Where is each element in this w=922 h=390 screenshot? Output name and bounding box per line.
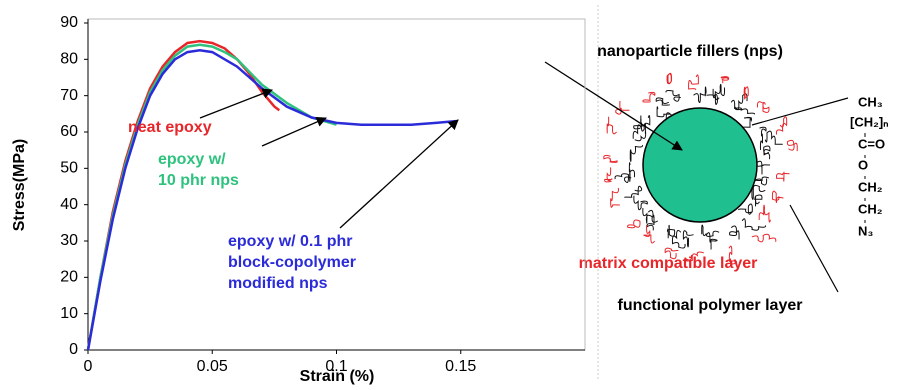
polymer-chain (741, 218, 767, 231)
annotation: 10 phr nps (158, 172, 239, 189)
polymer-chain (763, 145, 771, 160)
polymer-chain (754, 194, 763, 207)
x-axis-label: Strain (%) (300, 368, 375, 385)
polymer-chain (759, 126, 767, 150)
x-tick-label: 0.15 (445, 358, 476, 375)
polymer-chain (629, 144, 643, 162)
polymer-chain (684, 251, 705, 262)
polymer-chain (671, 229, 686, 249)
polymer-chain (614, 173, 632, 183)
polymer-chain (729, 225, 740, 240)
annotation: modified nps (228, 275, 328, 292)
polymer-chain (754, 176, 769, 186)
polymer-chain (610, 187, 620, 208)
polymer-chain (632, 124, 642, 139)
diagram-label: matrix compatible layer (579, 255, 758, 272)
polymer-chain (751, 233, 777, 243)
y-tick-label: 90 (60, 14, 78, 31)
arrow (199, 88, 273, 119)
x-tick-label: 0.1 (325, 358, 347, 375)
y-axis-label: Stress(MPa) (11, 139, 28, 231)
polymer-chain (743, 86, 749, 100)
polymer-chain (701, 224, 720, 237)
polymer-chain (628, 162, 636, 182)
polymer-chain (634, 118, 647, 142)
polymer-chain (646, 209, 655, 231)
polymer-chain (706, 88, 718, 105)
polymer-chain (714, 83, 726, 101)
connector (751, 97, 849, 126)
polymer-chain (688, 74, 699, 91)
polymer-chain (742, 116, 753, 129)
polymer-chain (730, 99, 756, 115)
formula-line: N₃ (858, 223, 873, 238)
nanoparticle (642, 107, 758, 223)
polymer-chain (633, 195, 648, 211)
polymer-chain (604, 167, 613, 183)
polymer-chain (603, 154, 618, 163)
formula-line: C=O (858, 136, 885, 151)
y-tick-label: 0 (69, 341, 78, 358)
polymer-chain (666, 72, 673, 85)
polymer-chain (664, 247, 679, 260)
annotation: epoxy w/ (158, 151, 226, 168)
polymer-chain (624, 185, 643, 198)
polymer-chain (775, 116, 788, 135)
arrow (544, 61, 683, 151)
connector (789, 204, 839, 293)
polymer-chain (706, 232, 718, 250)
formula-line: CH₃ (858, 94, 883, 109)
y-tick-label: 30 (60, 232, 78, 249)
polymer-chain (764, 130, 783, 145)
y-tick-label: 50 (60, 160, 78, 177)
polymer-chain (682, 230, 694, 248)
formula-line: CH₂ (858, 179, 883, 194)
formula-line: [CH₂]ₙ (850, 114, 888, 129)
y-tick-label: 70 (60, 87, 78, 104)
polymer-chain (775, 171, 790, 182)
polymer-chain (758, 204, 771, 223)
diagram-label: functional polymer layer (618, 297, 803, 314)
formula-line: O (858, 157, 868, 172)
polymer-chain (771, 190, 784, 203)
polymer-chain (738, 203, 753, 215)
x-tick-label: 0 (84, 358, 93, 375)
formula-line: CH₂ (858, 201, 883, 216)
polymer-chain (751, 184, 766, 200)
y-tick-label: 40 (60, 196, 78, 213)
diagram-label: nanoparticle fillers (nps) (597, 43, 783, 60)
x-tick-label: 0.05 (197, 358, 228, 375)
polymer-chain (720, 76, 730, 84)
y-tick-label: 60 (60, 123, 78, 140)
polymer-chain (786, 139, 798, 152)
diagram: nanoparticle fillers (nps) matrix compat… (544, 43, 888, 314)
polymer-chain (656, 106, 672, 120)
series-line (86, 49, 456, 351)
y-tick-label: 20 (60, 269, 78, 286)
annotation: epoxy w/ 0.1 phr (228, 233, 352, 250)
polymer-chain (643, 224, 656, 244)
arrow (261, 116, 327, 147)
polymer-chain (655, 97, 670, 106)
y-tick-label: 80 (60, 51, 78, 68)
polymer-chain (755, 160, 771, 175)
series-line (86, 43, 337, 351)
polymer-chain (642, 91, 656, 103)
polymer-chain (642, 208, 659, 224)
polymer-chain (640, 115, 651, 132)
polymer-chain (728, 245, 738, 265)
polymer-chain (666, 224, 676, 239)
annotation: block-copolymer (228, 254, 356, 271)
y-tick-label: 10 (60, 305, 78, 322)
polymer-chain (693, 86, 707, 103)
polymer-chain (665, 90, 681, 102)
polymer-chain (627, 219, 641, 229)
polymer-chain (606, 116, 617, 135)
arrow (339, 119, 459, 229)
polymer-chain (756, 101, 770, 113)
annotation: neat epoxy (128, 119, 212, 136)
